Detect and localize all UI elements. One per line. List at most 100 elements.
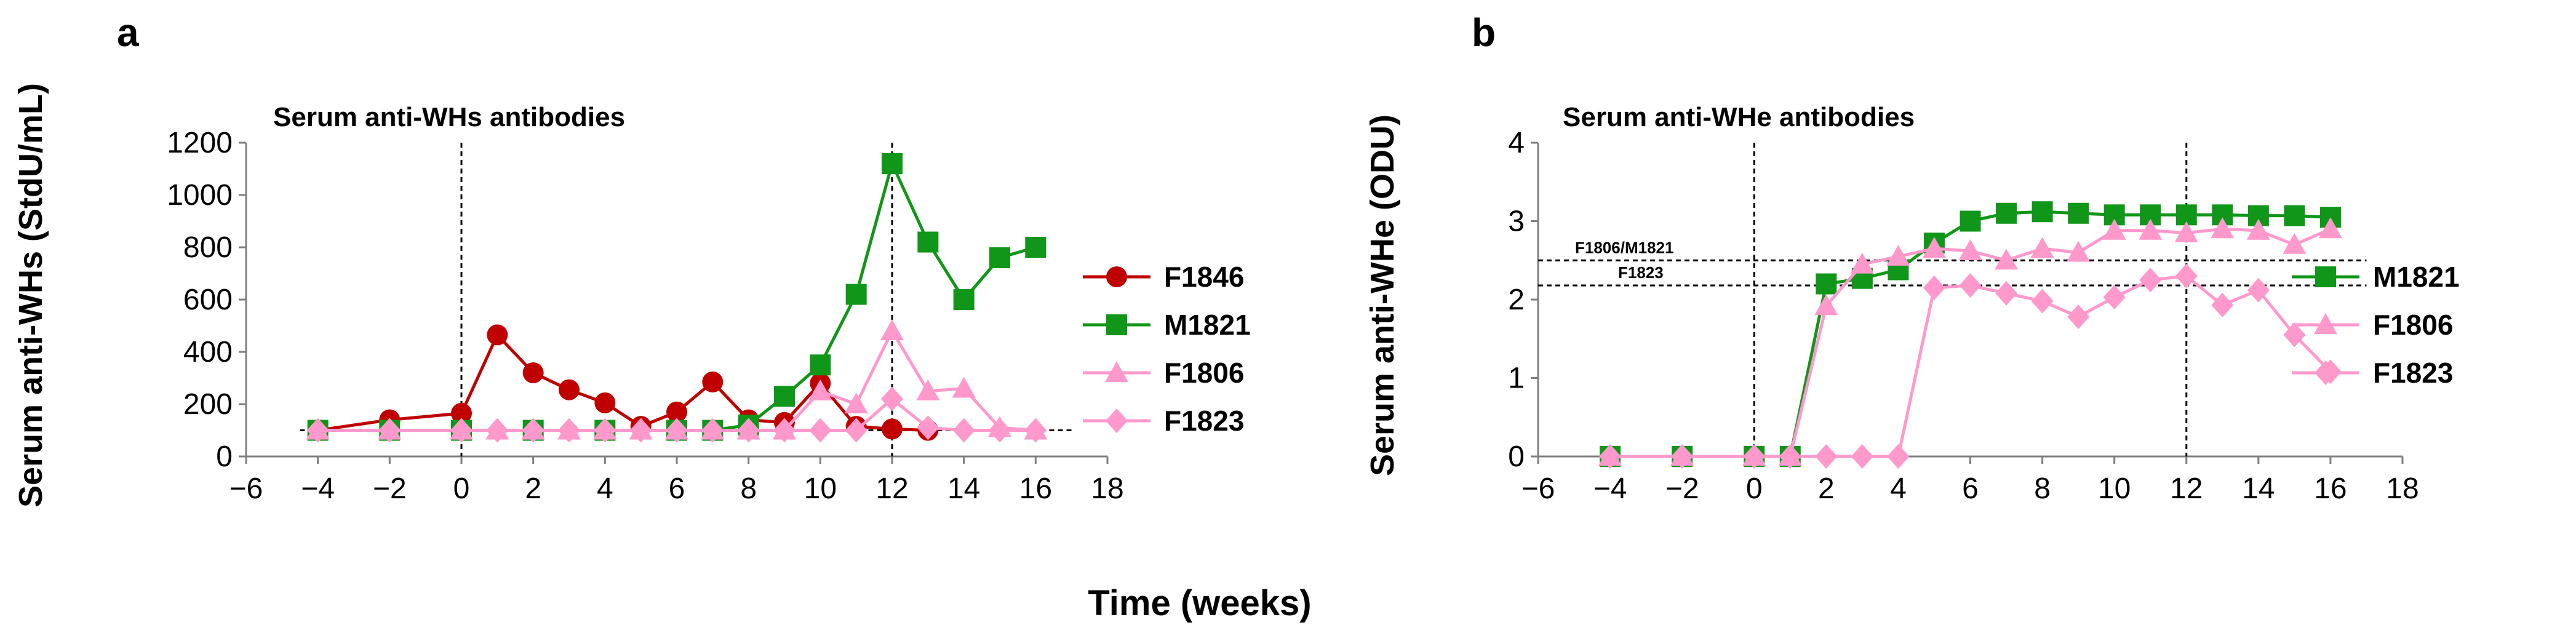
- x-tick-label: 12: [2170, 472, 2203, 505]
- x-tick-label: 0: [453, 472, 470, 505]
- data-point-F1806: [1886, 244, 1910, 266]
- y-tick-label: 1000: [167, 179, 233, 212]
- panel-letter: b: [1472, 10, 1496, 55]
- data-point-F1823: [845, 418, 867, 443]
- y-tick-label: 400: [183, 336, 233, 368]
- x-tick-label: 8: [2034, 472, 2051, 505]
- data-point-M1821: [1025, 237, 1047, 258]
- data-point-F1823: [1743, 444, 1766, 469]
- x-tick-label: −6: [1521, 472, 1555, 505]
- y-axis-title: Serum anti-WHs (StdU/mL): [12, 83, 49, 508]
- legend-marker-F1823: [2315, 360, 2337, 385]
- legend-label-M1821: M1821: [1164, 309, 1251, 341]
- data-point-M1821: [2068, 202, 2089, 224]
- data-point-M1821: [1816, 273, 1837, 295]
- panel-b: b Serum anti-WHe antibodies Serum anti-WHe…: [1364, 10, 2460, 505]
- x-tick-label: 10: [2098, 472, 2131, 505]
- x-tick-label: −2: [1665, 472, 1699, 505]
- data-point-F1823: [1815, 444, 1838, 469]
- data-point-F1806: [2067, 241, 2091, 262]
- data-point-M1821: [845, 284, 867, 305]
- data-point-F1823: [2067, 305, 2090, 330]
- y-tick-label: 0: [1508, 440, 1525, 473]
- y-axis-title: Serum anti-WHe (ODU): [1364, 114, 1401, 476]
- data-point-F1823: [558, 418, 580, 443]
- x-tick-label: 6: [1962, 472, 1979, 505]
- data-point-F1823: [629, 418, 652, 443]
- chart-title: Serum anti-WHs antibodies: [273, 102, 625, 132]
- y-tick-label: 800: [183, 231, 233, 264]
- data-point-F1806: [2318, 217, 2342, 239]
- data-point-F1806: [916, 379, 940, 400]
- data-point-M1821: [1996, 202, 2017, 224]
- data-point-F1806: [2246, 218, 2270, 240]
- reference-line-label: F1806/M1821: [1575, 238, 1673, 257]
- series-line-F1806: [1610, 227, 2331, 458]
- x-tick-label: −2: [373, 472, 407, 505]
- legend-label-F1823: F1823: [1164, 405, 1244, 437]
- data-point-F1823: [1851, 444, 1873, 469]
- x-tick-label: −4: [301, 472, 335, 505]
- data-point-F1823: [486, 418, 509, 443]
- chart-title: Serum anti-WHe antibodies: [1563, 102, 1915, 132]
- data-point-M1821: [1960, 210, 1981, 232]
- data-point-F1806: [1922, 237, 1946, 258]
- data-point-F1806: [2211, 217, 2235, 239]
- x-tick-label: 4: [597, 472, 613, 505]
- legend-label-F1806: F1806: [2373, 309, 2453, 341]
- data-point-F1823: [1959, 273, 1982, 298]
- data-point-F1806: [2174, 221, 2198, 242]
- data-point-F1823: [2139, 268, 2162, 293]
- data-point-F1823: [2247, 277, 2270, 303]
- x-tick-label: −4: [1593, 472, 1627, 505]
- data-point-F1823: [2175, 263, 2198, 289]
- data-point-F1823: [450, 418, 473, 443]
- x-tick-label: 12: [875, 472, 908, 505]
- data-point-F1846: [666, 401, 687, 423]
- data-point-F1846: [487, 324, 508, 346]
- legend-label-F1846: F1846: [1164, 261, 1244, 293]
- data-point-M1821: [774, 386, 795, 407]
- data-point-M1821: [810, 354, 831, 376]
- series-line-F1846: [317, 332, 928, 432]
- data-point-F1806: [2139, 218, 2163, 240]
- data-point-F1806: [1995, 249, 2019, 270]
- data-point-F1823: [1779, 444, 1801, 469]
- data-point-F1846: [594, 392, 616, 413]
- data-point-F1823: [773, 418, 796, 443]
- data-point-F1823: [2211, 292, 2234, 317]
- data-point-F1823: [1923, 275, 1945, 300]
- data-point-F1823: [2103, 285, 2126, 310]
- data-point-F1806: [952, 376, 976, 398]
- data-point-F1823: [378, 418, 401, 443]
- y-tick-label: 1200: [167, 127, 233, 159]
- data-point-M1821: [882, 153, 903, 174]
- y-tick-label: 2: [1508, 284, 1525, 316]
- data-point-M1821: [953, 289, 975, 310]
- panel-a: a Serum anti-WHs antibodies Serum anti-WHs…: [12, 10, 1251, 508]
- y-tick-label: 200: [183, 388, 233, 421]
- y-tick-label: 600: [183, 284, 233, 316]
- data-point-F1806: [1850, 252, 1874, 274]
- data-point-F1806: [1958, 239, 1982, 260]
- data-point-F1823: [881, 386, 903, 412]
- data-point-F1823: [1671, 444, 1694, 469]
- data-point-F1823: [1887, 444, 1910, 469]
- data-point-M1821: [917, 231, 939, 253]
- x-tick-label: 16: [1019, 472, 1052, 505]
- data-point-F1846: [559, 379, 580, 400]
- legend-marker-F1806: [1105, 361, 1128, 382]
- legend-marker-F1823: [1106, 408, 1128, 433]
- data-point-F1823: [1995, 281, 2018, 306]
- x-tick-label: 8: [740, 472, 757, 505]
- y-tick-label: 4: [1508, 127, 1525, 159]
- data-point-F1823: [809, 418, 832, 443]
- legend-marker-M1821: [2315, 266, 2336, 287]
- x-tick-label: 10: [804, 472, 837, 505]
- data-point-F1823: [2283, 322, 2306, 348]
- data-point-F1846: [522, 362, 544, 383]
- data-point-F1846: [702, 371, 724, 392]
- data-point-F1823: [1599, 444, 1622, 469]
- data-point-F1823: [952, 418, 975, 443]
